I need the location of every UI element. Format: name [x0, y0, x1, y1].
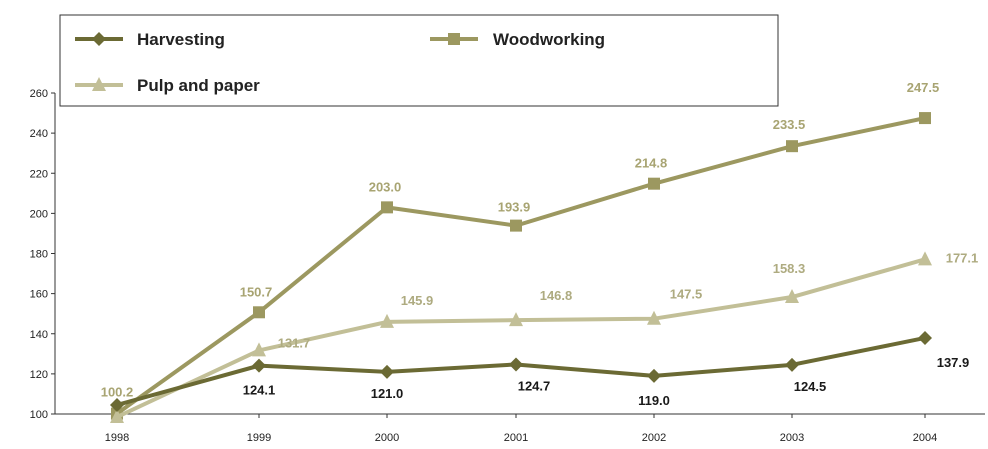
data-label: 193.9: [498, 200, 531, 215]
legend-label-woodworking: Woodworking: [493, 30, 605, 49]
data-label: 177.1: [946, 250, 979, 265]
series-layer: [110, 112, 932, 424]
y-tick-label: 200: [30, 208, 48, 220]
data-label: 100.2: [101, 385, 134, 400]
data-point-diamond: [380, 364, 394, 379]
x-tick-label: 2004: [913, 432, 937, 444]
data-point-triangle: [110, 409, 124, 424]
data-point-diamond: [252, 358, 266, 373]
data-point-diamond: [509, 357, 523, 372]
data-label: 146.8: [540, 288, 573, 303]
x-tick-label: 2001: [504, 432, 528, 444]
data-point-square: [253, 306, 265, 319]
data-point-square: [510, 219, 522, 232]
data-label: 203.0: [369, 179, 402, 194]
data-labels: 124.1 121.0 124.7 119.0 124.5 137.9 100.2 150.7…: [101, 80, 979, 408]
y-tick-label: 180: [30, 249, 48, 261]
legend-item-pulp-and-paper: Pulp and paper: [75, 76, 260, 95]
y-tick-label: 140: [30, 329, 48, 341]
legend-label-harvesting: Harvesting: [137, 30, 225, 49]
x-tick-label: 2002: [642, 432, 666, 444]
legend: Harvesting Woodworking Pulp and paper: [59, 14, 779, 107]
legend-marker-square: [448, 33, 460, 45]
data-label: 147.5: [670, 287, 703, 302]
data-point-square: [919, 112, 931, 125]
data-point-triangle: [918, 251, 932, 266]
data-label: 150.7: [240, 284, 273, 299]
data-point-diamond: [785, 357, 799, 372]
data-label: 247.5: [907, 80, 940, 95]
legend-box: [59, 14, 779, 107]
x-tick-label: 1998: [105, 432, 129, 444]
data-label: 214.8: [635, 156, 668, 171]
data-point-triangle: [252, 342, 266, 357]
data-point-diamond: [110, 397, 124, 412]
data-label: 124.1: [243, 383, 276, 398]
y-tick-label: 100: [30, 409, 48, 421]
data-label: 233.5: [773, 117, 806, 132]
y-tick-label: 220: [30, 168, 48, 180]
x-tick-label: 1999: [247, 432, 271, 444]
legend-label-pulp-and-paper: Pulp and paper: [137, 76, 260, 95]
data-label: 158.3: [773, 261, 806, 276]
data-label: 131.7: [278, 335, 311, 350]
y-tick-label: 240: [30, 128, 48, 140]
data-point-square: [648, 177, 660, 190]
data-point-triangle: [785, 289, 799, 304]
data-label: 121.0: [371, 386, 404, 401]
data-label: 137.9: [937, 355, 970, 370]
data-point-square: [381, 201, 393, 214]
data-label: 145.9: [401, 293, 434, 308]
y-tick-label: 260: [30, 88, 48, 100]
axes: 100 120 140 160 180 200 220 240 260 1998 1999 2000 2…: [30, 88, 985, 444]
data-label: 119.0: [638, 393, 670, 408]
data-point-triangle: [509, 312, 523, 327]
legend-marker-diamond: [92, 32, 106, 46]
y-tick-label: 160: [30, 289, 48, 301]
data-point-diamond: [647, 368, 661, 383]
data-point-triangle: [380, 313, 394, 328]
data-label: 124.7: [518, 378, 551, 393]
y-tick-label: 120: [30, 369, 48, 381]
data-label: 124.5: [794, 379, 827, 394]
data-point-diamond: [918, 330, 932, 345]
legend-item-woodworking: Woodworking: [430, 30, 605, 49]
x-tick-label: 2000: [375, 432, 399, 444]
legend-marker-triangle: [92, 77, 106, 91]
x-tick-label: 2003: [780, 432, 804, 444]
series-line-harvesting: [116, 336, 926, 407]
legend-item-harvesting: Harvesting: [75, 30, 225, 49]
data-point-triangle: [647, 310, 661, 325]
data-point-square: [786, 140, 798, 153]
